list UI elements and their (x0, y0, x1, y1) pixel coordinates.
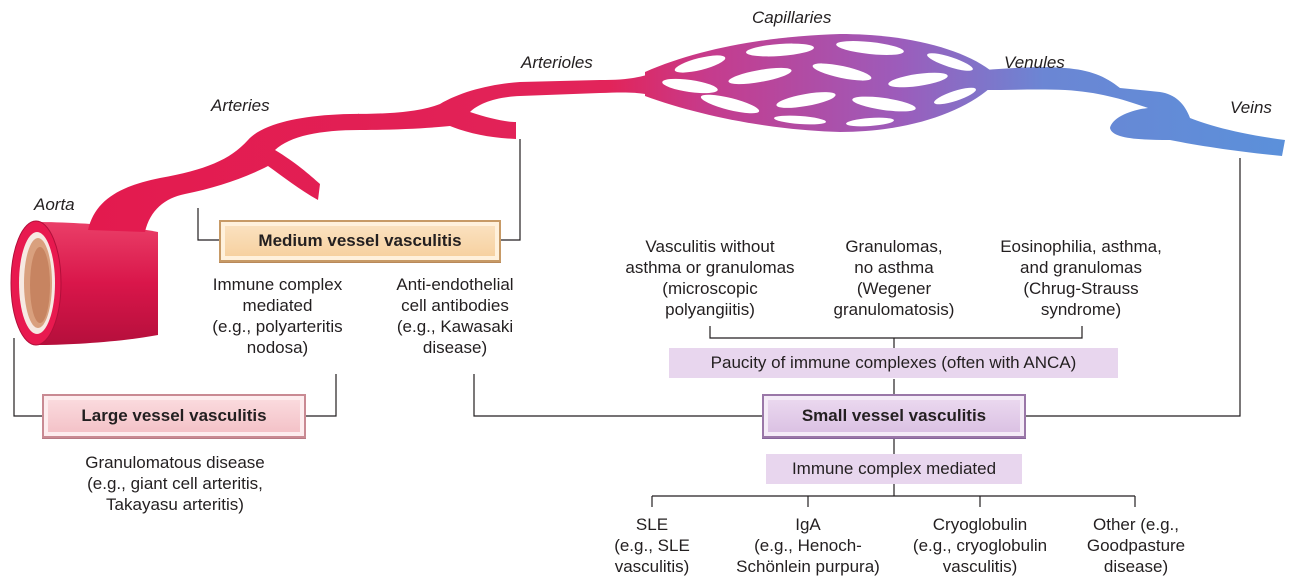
vessel-tree (36, 34, 1285, 345)
immune-item-other: Other (e.g., Goodpasture disease) (1086, 515, 1186, 576)
paucity-item-wegener: Granulomas, no asthma (Wegener granuloma… (833, 237, 955, 319)
paucity-item-microscopic-polyangiitis: Vasculitis without asthma or granulomas … (625, 237, 795, 319)
immune-item-cryoglobulin: Cryoglobulin (e.g., cryoglobulin vasculi… (912, 515, 1048, 576)
large-vessel-description: Granulomatous disease (e.g., giant cell … (85, 453, 265, 514)
veins-label: Veins (1230, 98, 1272, 117)
medium-vessel-vasculitis-box: Medium vessel vasculitis (219, 220, 501, 262)
large-vessel-vasculitis-box: Large vessel vasculitis (42, 394, 306, 438)
capillaries-label: Capillaries (752, 8, 832, 27)
immune-complex-header: Immune complex mediated (766, 454, 1022, 484)
paucity-header: Paucity of immune complexes (often with … (669, 348, 1118, 378)
arteries-label: Arteries (210, 96, 270, 115)
medium-immune-complex-text: Immune complex mediated (e.g., polyarter… (212, 275, 343, 357)
immune-item-sle: SLE (e.g., SLE vasculitis) (614, 515, 690, 576)
aorta-label: Aorta (33, 195, 75, 214)
connector-lines (13, 139, 1241, 507)
venules-label: Venules (1004, 53, 1065, 72)
arterioles-label: Arterioles (520, 53, 593, 72)
medium-anti-endothelial-text: Anti-endothelial cell antibodies (e.g., … (396, 275, 514, 357)
small-vessel-vasculitis-box: Small vessel vasculitis (762, 394, 1026, 438)
paucity-item-churg-strauss: Eosinophilia, asthma, and granulomas (Ch… (1000, 237, 1162, 319)
immune-item-iga: IgA (e.g., Henoch- Schönlein purpura) (736, 515, 880, 576)
aorta-opening (10, 220, 62, 346)
